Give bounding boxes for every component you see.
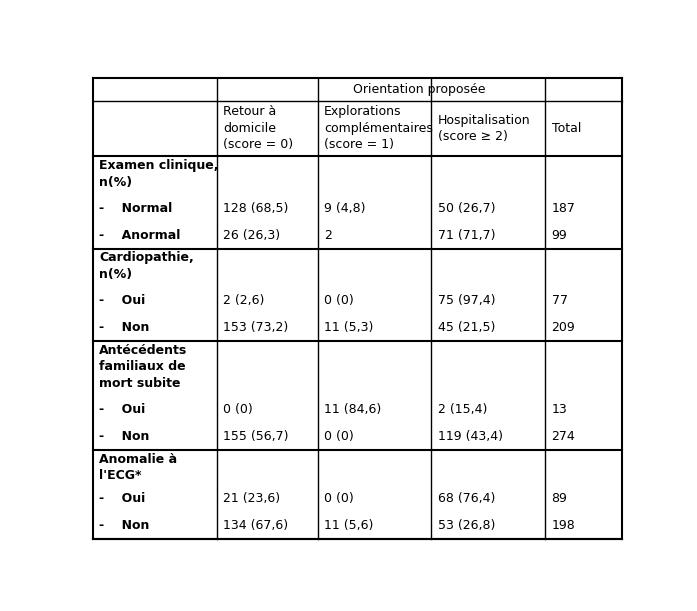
Text: 26 (26,3): 26 (26,3): [224, 229, 280, 241]
Text: 53 (26,8): 53 (26,8): [438, 519, 495, 532]
Text: 2 (15,4): 2 (15,4): [438, 403, 487, 416]
Text: 9 (4,8): 9 (4,8): [324, 202, 365, 214]
Text: -    Non: - Non: [99, 519, 149, 532]
Text: -    Oui: - Oui: [99, 294, 145, 307]
Text: 128 (68,5): 128 (68,5): [224, 202, 289, 214]
Text: -    Non: - Non: [99, 430, 149, 443]
Text: Hospitalisation
(score ≥ 2): Hospitalisation (score ≥ 2): [438, 114, 530, 143]
Text: 209: 209: [551, 321, 575, 334]
Text: 0 (0): 0 (0): [324, 294, 354, 307]
Text: -    Oui: - Oui: [99, 403, 145, 416]
Text: 187: 187: [551, 202, 576, 214]
Text: 11 (5,3): 11 (5,3): [324, 321, 374, 334]
Text: -    Normal: - Normal: [99, 202, 172, 214]
Text: Cardiopathie,
n(%): Cardiopathie, n(%): [99, 251, 194, 281]
Text: 274: 274: [551, 430, 575, 443]
Text: 0 (0): 0 (0): [324, 492, 354, 505]
Text: 71 (71,7): 71 (71,7): [438, 229, 496, 241]
Text: 198: 198: [551, 519, 575, 532]
Text: 89: 89: [551, 492, 567, 505]
Text: 0 (0): 0 (0): [324, 430, 354, 443]
Text: 0 (0): 0 (0): [224, 403, 253, 416]
Text: 134 (67,6): 134 (67,6): [224, 519, 289, 532]
Text: 99: 99: [551, 229, 567, 241]
Text: 13: 13: [551, 403, 567, 416]
Text: Orientation proposée: Orientation proposée: [353, 83, 486, 96]
Text: 68 (76,4): 68 (76,4): [438, 492, 495, 505]
Text: 2: 2: [324, 229, 332, 241]
Text: Anomalie à
l'ECG*: Anomalie à l'ECG*: [99, 453, 177, 483]
Text: 11 (5,6): 11 (5,6): [324, 519, 374, 532]
Text: Antécédents
familiaux de
mort subite: Antécédents familiaux de mort subite: [99, 343, 187, 390]
Text: 153 (73,2): 153 (73,2): [224, 321, 289, 334]
Text: 77: 77: [551, 294, 567, 307]
Text: 75 (97,4): 75 (97,4): [438, 294, 496, 307]
Text: 45 (21,5): 45 (21,5): [438, 321, 495, 334]
Text: 155 (56,7): 155 (56,7): [224, 430, 289, 443]
Text: 119 (43,4): 119 (43,4): [438, 430, 503, 443]
Text: 2 (2,6): 2 (2,6): [224, 294, 265, 307]
Text: 50 (26,7): 50 (26,7): [438, 202, 496, 214]
Text: Explorations
complémentaires
(score = 1): Explorations complémentaires (score = 1): [324, 106, 433, 152]
Text: 21 (23,6): 21 (23,6): [224, 492, 280, 505]
Text: -    Oui: - Oui: [99, 492, 145, 505]
Text: Total: Total: [551, 122, 581, 135]
Text: Examen clinique,
n(%): Examen clinique, n(%): [99, 159, 218, 189]
Text: Retour à
domicile
(score = 0): Retour à domicile (score = 0): [224, 106, 293, 152]
Text: -    Anormal: - Anormal: [99, 229, 181, 241]
Text: -    Non: - Non: [99, 321, 149, 334]
Text: 11 (84,6): 11 (84,6): [324, 403, 381, 416]
